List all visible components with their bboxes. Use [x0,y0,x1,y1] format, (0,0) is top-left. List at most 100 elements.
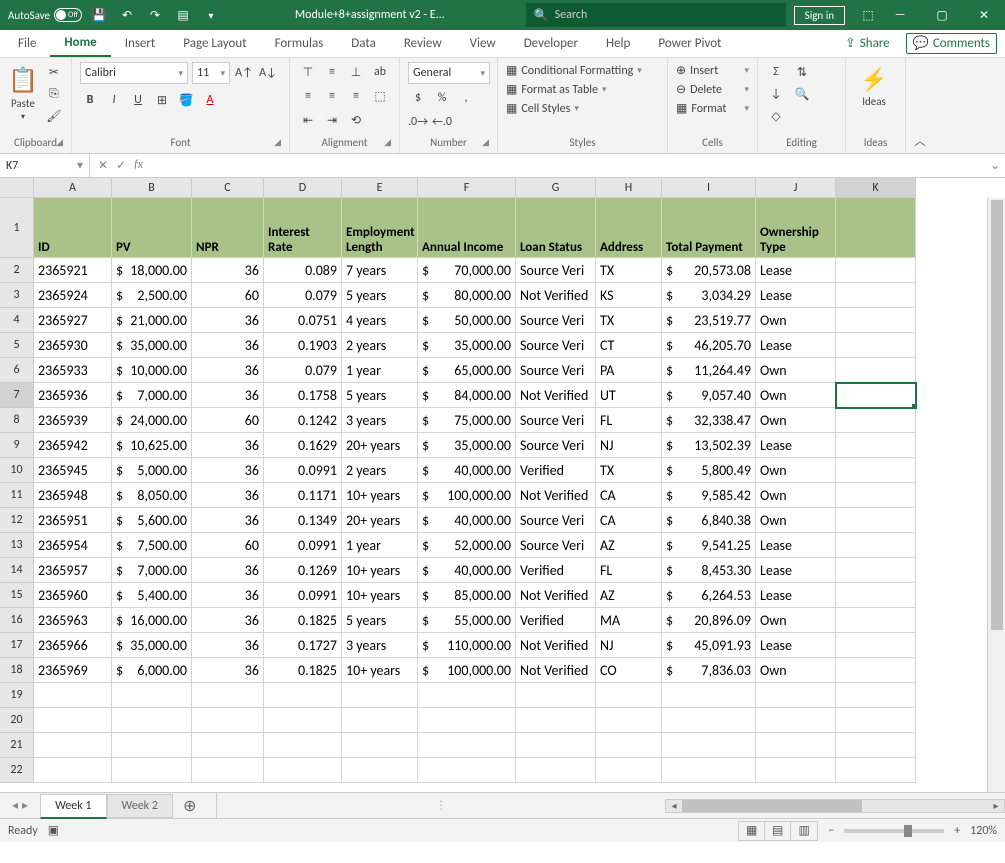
page-break-view-icon[interactable]: ▥ [791,822,817,840]
cell[interactable] [112,708,192,733]
row-header[interactable]: 9 [0,433,34,458]
cell[interactable]: PA [596,358,662,383]
cell[interactable] [836,408,916,433]
cell-styles-button[interactable]: ▦Cell Styles▾ [506,100,659,117]
autosum-icon[interactable]: Σ [766,62,786,82]
cell[interactable]: 5 years [342,383,418,408]
cell[interactable]: $35,000.00 [418,433,516,458]
decrease-indent-icon[interactable]: ⇤ [298,110,318,130]
cell[interactable]: PV [112,198,192,258]
cell[interactable]: 3 years [342,408,418,433]
decrease-font-icon[interactable]: A↓ [258,63,278,83]
scroll-right-icon[interactable]: ▸ [988,799,1004,812]
cell[interactable]: $5,400.00 [112,583,192,608]
cell[interactable]: 60 [192,533,264,558]
cell[interactable]: Verified [516,458,596,483]
cell[interactable]: 0.1825 [264,608,342,633]
cell[interactable]: Not Verified [516,658,596,683]
decrease-decimal-icon[interactable]: ←.0 [432,112,452,132]
align-top-icon[interactable]: ⊤ [298,62,318,82]
cell[interactable] [112,683,192,708]
cell[interactable] [264,758,342,783]
cell[interactable]: 2365969 [34,658,112,683]
vertical-scrollbar[interactable] [987,198,1005,792]
cell[interactable]: Source Veri [516,408,596,433]
cell[interactable]: 2365930 [34,333,112,358]
cell[interactable]: ID [34,198,112,258]
cell[interactable]: 0.1903 [264,333,342,358]
cell[interactable]: $7,500.00 [112,533,192,558]
cell[interactable] [342,733,418,758]
cell[interactable] [836,608,916,633]
row-header[interactable]: 12 [0,508,34,533]
cell[interactable]: 5 years [342,608,418,633]
ribbon-tab-power-pivot[interactable]: Power Pivot [644,30,735,57]
dialog-launcher-icon[interactable]: ◢ [56,137,63,148]
add-sheet-button[interactable]: ⊕ [173,796,206,816]
cell[interactable]: $80,000.00 [418,283,516,308]
fill-color-icon[interactable]: 🪣 [176,90,196,110]
cell[interactable]: Lease [756,283,836,308]
cell[interactable]: CO [596,658,662,683]
column-header[interactable]: H [596,178,662,198]
cell[interactable]: 0.0751 [264,308,342,333]
conditional-formatting-button[interactable]: ▦Conditional Formatting▾ [506,62,659,79]
cell[interactable]: 1 year [342,533,418,558]
dialog-launcher-icon[interactable]: ◢ [274,137,281,148]
cell[interactable]: 4 years [342,308,418,333]
italic-icon[interactable]: I [104,90,124,110]
cell[interactable] [34,683,112,708]
cell[interactable] [596,708,662,733]
cell[interactable]: 36 [192,358,264,383]
cell[interactable]: 0.079 [264,358,342,383]
cell[interactable] [836,683,916,708]
cell[interactable]: 0.0991 [264,458,342,483]
cell[interactable]: NPR [192,198,264,258]
cell[interactable]: $6,264.53 [662,583,756,608]
comments-button[interactable]: 💬Comments [906,33,997,54]
cell[interactable]: Not Verified [516,383,596,408]
cell[interactable] [662,683,756,708]
cell[interactable]: $46,205.70 [662,333,756,358]
cell[interactable]: TX [596,308,662,333]
cell[interactable]: NJ [596,433,662,458]
cell[interactable] [34,708,112,733]
cell[interactable]: $35,000.00 [418,333,516,358]
cell[interactable]: $40,000.00 [418,508,516,533]
ideas-button[interactable]: ⚡ Ideas [854,62,894,108]
zoom-in-icon[interactable]: + [954,824,960,838]
row-header[interactable]: 3 [0,283,34,308]
cell[interactable] [192,708,264,733]
cell[interactable]: $110,000.00 [418,633,516,658]
cell[interactable]: 2365933 [34,358,112,383]
cell[interactable]: 0.079 [264,283,342,308]
cell[interactable]: 0.1629 [264,433,342,458]
cell[interactable] [836,633,916,658]
align-left-icon[interactable]: ≡ [298,86,318,106]
cell[interactable]: Source Veri [516,433,596,458]
cell[interactable]: $20,573.08 [662,258,756,283]
column-header[interactable]: K [836,178,916,198]
cell[interactable] [516,708,596,733]
cell[interactable]: $55,000.00 [418,608,516,633]
cell[interactable]: 36 [192,508,264,533]
cell[interactable]: 20+ years [342,508,418,533]
delete-cells-button[interactable]: ⊖Delete▾ [676,81,749,98]
align-bottom-icon[interactable]: ⊥ [346,62,366,82]
cell[interactable] [836,733,916,758]
cell[interactable]: $10,000.00 [112,358,192,383]
cell[interactable]: TX [596,258,662,283]
autosave-toggle[interactable]: AutoSave Off [8,8,82,22]
cell[interactable]: Source Veri [516,308,596,333]
cell[interactable]: $45,091.93 [662,633,756,658]
format-painter-icon[interactable]: 🖌 [44,106,64,126]
cell[interactable]: 36 [192,308,264,333]
cell[interactable]: 2365939 [34,408,112,433]
column-header[interactable]: A [34,178,112,198]
cell[interactable]: Address [596,198,662,258]
font-size-combo[interactable]: 11▾ [192,62,230,84]
cell[interactable]: 20+ years [342,433,418,458]
cell[interactable]: $5,000.00 [112,458,192,483]
comma-icon[interactable]: , [456,88,476,108]
cell[interactable]: 10+ years [342,558,418,583]
